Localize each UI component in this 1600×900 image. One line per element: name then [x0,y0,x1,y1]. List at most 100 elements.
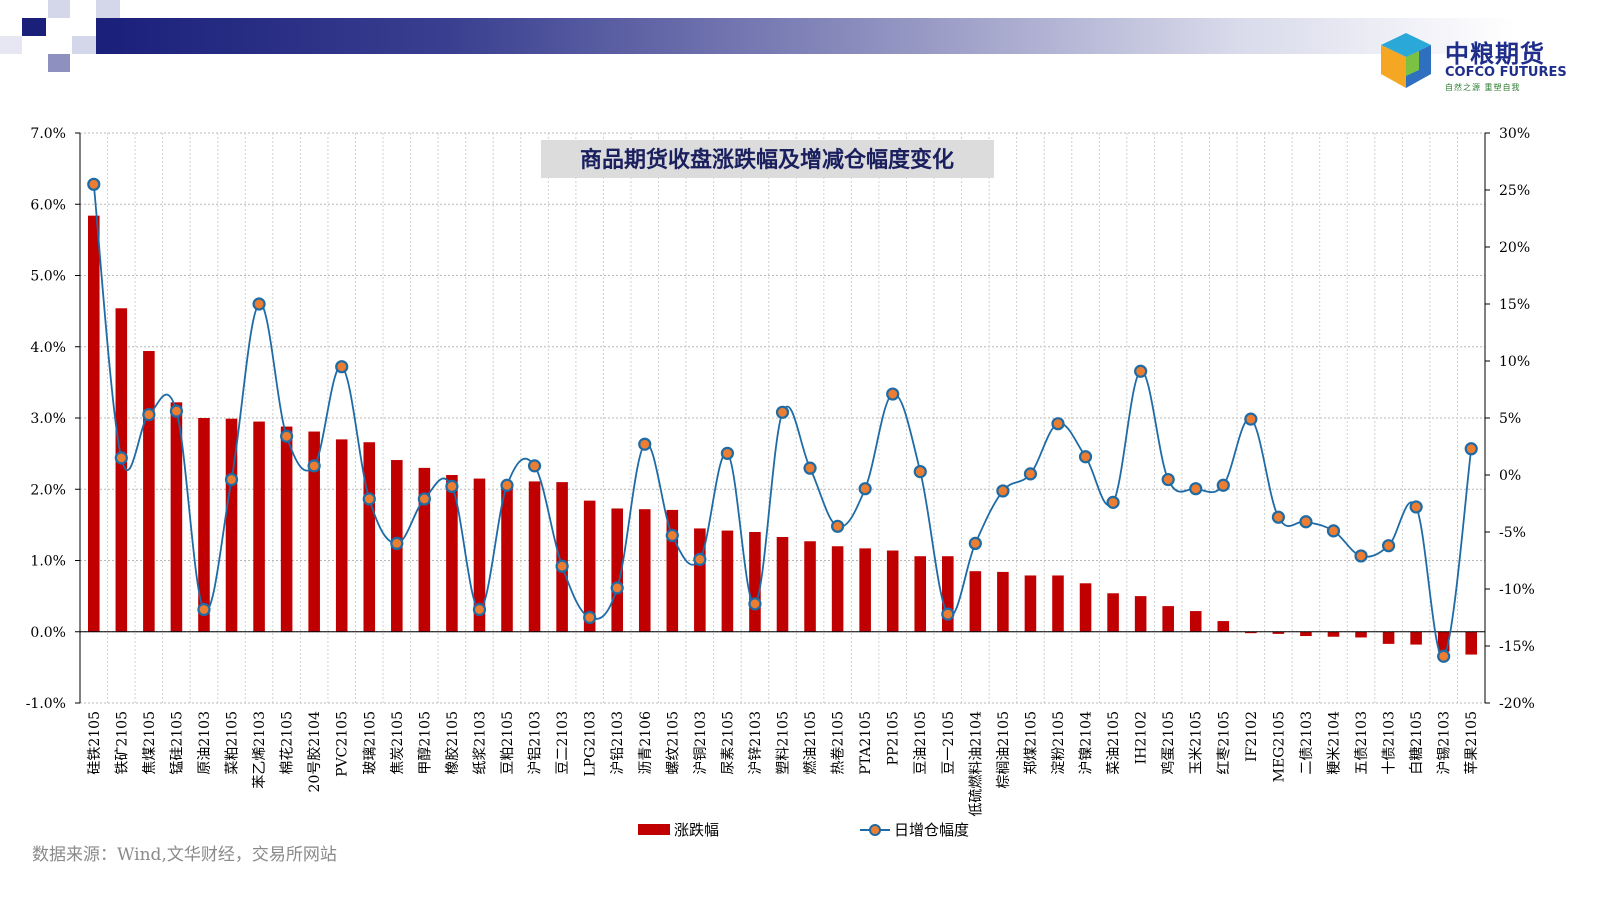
bar [1300,631,1312,637]
bar [583,500,596,632]
category-label: 粳米2104 [1326,711,1342,775]
left-tick-label: 2.0% [30,482,66,498]
line-marker [114,451,128,465]
category-label: 沪镍2104 [1079,711,1095,775]
category-label: 菜粕2105 [225,711,241,775]
line-marker [280,429,294,443]
category-label: 沪铜2103 [693,711,709,775]
category-label: 原油2103 [197,711,213,775]
category-label: 铁矿2105 [114,711,130,775]
category-label: 玉米2105 [1189,711,1205,775]
line-marker [252,297,266,311]
bar [1217,621,1230,632]
line-marker [472,602,487,617]
category-label: 沪锡2103 [1437,711,1453,775]
line-marker [665,528,679,543]
header-gradient-band [96,18,1516,54]
line-marker [307,459,321,473]
left-tick-label: 4.0% [30,340,66,356]
line-marker [1051,417,1065,431]
category-label: PP2105 [886,711,902,765]
category-label: 橡胶2105 [444,711,461,775]
category-label: 二债2103 [1299,711,1315,775]
line-marker [1437,649,1451,663]
bar [694,528,706,632]
right-tick-label: -20% [1499,696,1535,712]
line-marker [224,472,239,487]
bar [1382,631,1395,644]
bar [418,467,431,632]
decor-square [22,18,46,36]
line-marker [941,607,955,621]
axes [75,132,1490,704]
bar-series [87,215,1478,655]
category-label: 焦炭2105 [390,711,406,775]
data-source-note: 数据来源：Wind,文华财经，交易所网站 [32,845,337,865]
line-marker [1078,450,1093,464]
bar [997,571,1009,632]
category-label: 沥青2106 [638,711,654,775]
category-label: 红枣2105 [1216,711,1232,775]
line-marker [390,536,404,551]
category-label: 沪铅2103 [610,711,626,775]
line-marker [527,459,542,473]
bar [280,426,293,632]
category-label: 豆二2103 [555,711,571,775]
bar [914,556,927,632]
bar [198,418,210,632]
line-marker [1381,539,1396,553]
bar [804,541,816,632]
bar [1465,631,1478,655]
line-marker [693,552,707,566]
line-marker [1299,515,1313,529]
bar [611,508,623,632]
decor-square [96,0,120,18]
bar [308,431,320,632]
line-marker [1464,442,1478,456]
line-marker [197,602,211,617]
category-label: 淀粉2105 [1051,711,1067,775]
category-label: 塑料2105 [776,711,792,775]
legend-line-label: 日增仓幅度 [894,821,969,839]
line-marker [1216,478,1230,492]
right-tick-label: -10% [1499,582,1535,598]
bar [969,571,982,632]
bar [638,509,651,632]
line-marker [142,407,156,422]
line-marker [1354,549,1368,563]
left-tick-label: 7.0% [30,126,66,142]
bar [501,484,513,632]
category-label: 十债2103 [1382,711,1398,775]
category-label: 沪铝2103 [528,711,544,775]
line-marker [748,597,762,611]
category-label: 棕榈油2105 [996,711,1012,789]
cube-logo-icon [1381,33,1431,88]
line-marker [1189,482,1203,496]
category-label: 苯乙烯2103 [251,711,268,789]
left-tick-label: 5.0% [30,269,66,285]
line-marker [500,478,514,492]
chart-title: 商品期货收盘涨跌幅及增减仓幅度变化 [541,140,994,178]
right-tick-label: -5% [1499,525,1526,541]
bar [170,402,183,632]
category-label: 低硫燃料油2104 [967,711,984,817]
decor-square [48,0,70,18]
line-marker [1134,364,1148,378]
bar [253,421,265,632]
category-label: 热卷2105 [831,711,847,775]
logo-english-text: COFCO FUTURES [1445,65,1567,80]
right-tick-label: 10% [1499,354,1530,370]
category-label: IF2102 [1244,711,1260,762]
bar [115,308,128,632]
line-marker [638,437,652,451]
bar [1245,631,1257,634]
line-marker [583,610,597,625]
line-marker [169,404,184,418]
decor-square [48,54,70,72]
bar [1024,575,1037,632]
category-label: 焦煤2105 [142,711,158,775]
bar [1079,583,1092,632]
bar [446,475,458,632]
logo-chinese-text: 中粮期货 [1445,40,1545,68]
